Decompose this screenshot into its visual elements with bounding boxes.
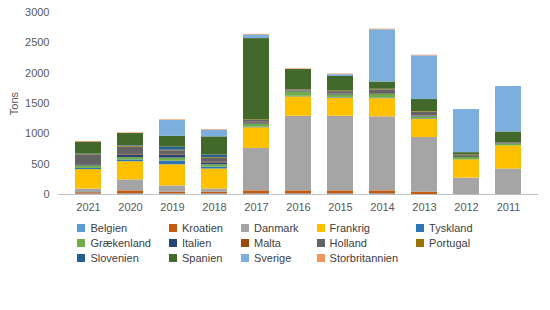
svg-text:2000: 2000: [25, 67, 49, 79]
html-text:Belgien: Belgien: [90, 222, 128, 234]
html-text:Spanien: Spanien: [182, 252, 223, 264]
html-text:Italien: Italien: [182, 237, 212, 249]
svg-text:0: 0: [43, 188, 49, 200]
svg-text:2012: 2012: [454, 201, 478, 213]
html-text:Holland: Holland: [329, 237, 367, 249]
html-text:Storbritannien: Storbritannien: [329, 252, 399, 264]
svg-text:2017: 2017: [244, 201, 268, 213]
html-text:Tyskland: Tyskland: [429, 222, 473, 234]
svg-text:2016: 2016: [286, 201, 310, 213]
html-text:Frankrig: Frankrig: [329, 222, 370, 234]
svg-text:2014: 2014: [370, 201, 394, 213]
html-text:Sverige: Sverige: [254, 252, 292, 264]
svg-text:2021: 2021: [76, 201, 100, 213]
html-text:Danmark: Danmark: [254, 222, 299, 234]
svg-text:1000: 1000: [25, 127, 49, 139]
svg-text:2018: 2018: [202, 201, 226, 213]
html-text:Portugal: Portugal: [429, 237, 471, 249]
html-text:Malta: Malta: [254, 237, 281, 249]
html-text:Kroatien: Kroatien: [182, 222, 223, 234]
svg-text:2019: 2019: [160, 201, 184, 213]
html-text:Grækenland: Grækenland: [90, 237, 151, 249]
svg-text:2500: 2500: [25, 36, 49, 48]
svg-text:2015: 2015: [328, 201, 352, 213]
svg-text:1500: 1500: [25, 97, 49, 109]
svg-text:2011: 2011: [497, 201, 521, 213]
svg-text:3000: 3000: [25, 6, 49, 18]
svg-text:2020: 2020: [118, 201, 142, 213]
html-text:Slovenien: Slovenien: [90, 252, 139, 264]
svg-text:500: 500: [31, 158, 49, 170]
svg-text:2013: 2013: [412, 201, 436, 213]
svg-text:Tons: Tons: [8, 91, 20, 115]
